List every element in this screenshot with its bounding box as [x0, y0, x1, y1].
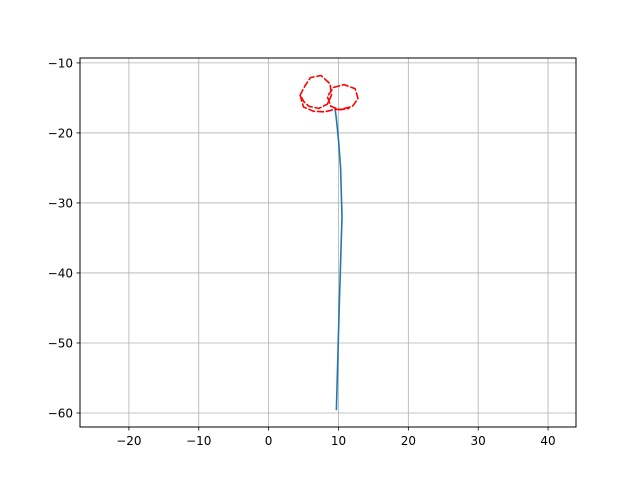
plot-frame — [79, 57, 577, 428]
x-tick-label: −10 — [186, 434, 211, 448]
y-tick-label: −50 — [48, 336, 73, 350]
solid-series-line — [334, 107, 343, 411]
x-tick-label: −20 — [116, 434, 141, 448]
y-tick-label: −10 — [48, 56, 73, 70]
series-layer — [299, 74, 359, 411]
dashed-series-line — [299, 74, 359, 113]
x-axis: −20 −10 0 10 20 30 40 — [116, 427, 556, 448]
y-tick-label: −30 — [48, 196, 73, 210]
y-axis: −10 −20 −30 −40 −50 −60 — [48, 56, 80, 420]
x-tick-label: 0 — [265, 434, 273, 448]
x-tick-label: 30 — [471, 434, 486, 448]
y-tick-label: −40 — [48, 266, 73, 280]
y-tick-label: −60 — [48, 406, 73, 420]
y-tick-label: −20 — [48, 126, 73, 140]
x-tick-label: 20 — [401, 434, 416, 448]
grid — [80, 58, 576, 427]
x-tick-label: 40 — [540, 434, 555, 448]
x-tick-label: 10 — [331, 434, 346, 448]
